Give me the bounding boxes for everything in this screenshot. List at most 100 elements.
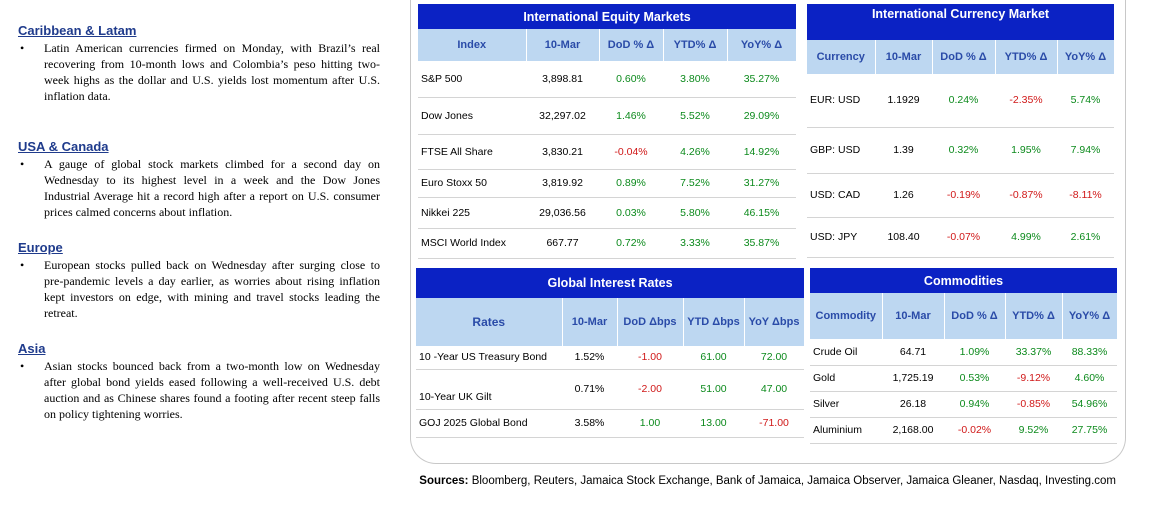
row-name: EUR: USD <box>807 74 875 128</box>
row-yoy: 27.75% <box>1062 417 1118 444</box>
news-section-europe: Europe • European stocks pulled back on … <box>18 239 380 321</box>
row-ytd: 5.52% <box>663 97 727 135</box>
news-title[interactable]: Caribbean & Latam <box>18 23 137 38</box>
row-ytd: -0.87% <box>995 173 1057 218</box>
sources-text: Bloomberg, Reuters, Jamaica Stock Exchan… <box>468 475 1116 487</box>
row-name: GOJ 2025 Global Bond <box>416 409 562 438</box>
row-yoy: 35.87% <box>727 228 797 259</box>
column-header: YoY% Δ <box>1062 293 1118 339</box>
row-yoy: 54.96% <box>1062 391 1118 418</box>
table-row: 10-Year UK Gilt 0.71% -2.00 51.00 47.00 <box>416 369 805 410</box>
row-dod: 0.60% <box>599 61 663 98</box>
row-value: 2,168.00 <box>882 417 944 444</box>
market-panel-frame <box>410 0 1126 464</box>
news-section-caribbean-latam: Caribbean & Latam • Latin American curre… <box>18 22 380 104</box>
column-header: YTD% Δ <box>663 29 728 61</box>
row-yoy: 4.60% <box>1062 365 1118 392</box>
row-yoy: 47.00 <box>744 369 805 410</box>
row-ytd: 13.00 <box>683 409 744 438</box>
row-value: 1.52% <box>562 346 617 370</box>
table-title: Global Interest Rates <box>416 268 805 298</box>
row-dod: -2.00 <box>617 369 683 410</box>
row-dod: -0.02% <box>944 417 1005 444</box>
news-item: • Asian stocks bounced back from a two-m… <box>18 358 380 422</box>
column-header: YoY% Δ <box>727 29 797 61</box>
row-value: 3,819.92 <box>526 169 599 198</box>
news-section-usa-canada: USA & Canada • A gauge of global stock m… <box>18 138 380 220</box>
row-value: 29,036.56 <box>526 197 599 229</box>
table-title: International Equity Markets <box>418 4 797 29</box>
table-row: Gold 1,725.19 0.53% -9.12% 4.60% <box>810 365 1118 392</box>
row-dod: 0.94% <box>944 391 1005 418</box>
row-yoy: 88.33% <box>1062 339 1118 366</box>
table-row: Silver 26.18 0.94% -0.85% 54.96% <box>810 391 1118 418</box>
row-ytd: 4.99% <box>995 217 1057 258</box>
table-row: S&P 500 3,898.81 0.60% 3.80% 35.27% <box>418 61 797 98</box>
row-dod: 0.32% <box>932 127 995 174</box>
row-dod: 1.46% <box>599 97 663 135</box>
bullet-icon: • <box>20 157 25 171</box>
row-ytd: 51.00 <box>683 369 744 410</box>
row-ytd: 61.00 <box>683 346 744 370</box>
row-dod: 1.09% <box>944 339 1005 366</box>
row-name: Crude Oil <box>810 339 882 366</box>
table-title: International Currency Market <box>807 4 1115 40</box>
table-row: GBP: USD 1.39 0.32% 1.95% 7.94% <box>807 127 1115 174</box>
row-value: 1.39 <box>875 127 932 174</box>
sources-footnote: Sources: Bloomberg, Reuters, Jamaica Sto… <box>0 475 1116 487</box>
row-ytd: 5.80% <box>663 197 727 229</box>
column-header: Currency <box>807 40 876 74</box>
row-ytd: 3.33% <box>663 228 727 259</box>
column-header: Commodity <box>810 293 883 339</box>
row-yoy: 14.92% <box>727 134 797 170</box>
table-title: Commodities <box>810 268 1118 293</box>
row-ytd: -2.35% <box>995 74 1057 128</box>
news-item: • A gauge of global stock markets climbe… <box>18 156 380 220</box>
table-row: FTSE All Share 3,830.21 -0.04% 4.26% 14.… <box>418 134 797 170</box>
bullet-icon: • <box>20 359 25 373</box>
news-title[interactable]: Europe <box>18 240 63 255</box>
row-ytd: 1.95% <box>995 127 1057 174</box>
news-text: Latin American currencies firmed on Mond… <box>44 41 380 103</box>
row-value: 64.71 <box>882 339 944 366</box>
row-dod: -0.19% <box>932 173 995 218</box>
row-name: Nikkei 225 <box>418 197 526 229</box>
row-name: Dow Jones <box>418 97 526 135</box>
news-title[interactable]: Asia <box>18 341 46 356</box>
column-header: DoD Δbps <box>617 298 684 346</box>
row-yoy: -71.00 <box>744 409 805 438</box>
row-value: 667.77 <box>526 228 599 259</box>
row-dod: 0.72% <box>599 228 663 259</box>
row-name: 10-Year UK Gilt <box>416 369 562 410</box>
commodities-table: Commodities Commodity 10-Mar DoD % Δ YTD… <box>810 268 1118 444</box>
row-value: 3.58% <box>562 409 617 438</box>
column-header: DoD % Δ <box>932 40 996 74</box>
news-title[interactable]: USA & Canada <box>18 139 109 154</box>
row-yoy: 29.09% <box>727 97 797 135</box>
row-dod: -1.00 <box>617 346 683 370</box>
column-header: YoY% Δ <box>1057 40 1115 74</box>
column-header: YTD% Δ <box>1005 293 1063 339</box>
table-row: USD: CAD 1.26 -0.19% -0.87% -8.11% <box>807 173 1115 218</box>
row-yoy: 31.27% <box>727 169 797 198</box>
row-yoy: 2.61% <box>1057 217 1115 258</box>
row-dod: 0.89% <box>599 169 663 198</box>
currency-market-table: International Currency Market Currency 1… <box>807 4 1115 258</box>
news-text: European stocks pulled back on Wednesday… <box>44 258 380 320</box>
row-value: 32,297.02 <box>526 97 599 135</box>
row-ytd: -0.85% <box>1005 391 1062 418</box>
row-value: 1.1929 <box>875 74 932 128</box>
interest-rates-table: Global Interest Rates Rates 10-Mar DoD Δ… <box>416 268 805 438</box>
table-row: USD: JPY 108.40 -0.07% 4.99% 2.61% <box>807 217 1115 258</box>
row-name: Gold <box>810 365 882 392</box>
news-section-asia: Asia • Asian stocks bounced back from a … <box>18 340 380 422</box>
row-dod: 0.24% <box>932 74 995 128</box>
row-yoy: 72.00 <box>744 346 805 370</box>
row-name: S&P 500 <box>418 61 526 98</box>
row-dod: 0.03% <box>599 197 663 229</box>
row-yoy: -8.11% <box>1057 173 1115 218</box>
table-row: MSCI World Index 667.77 0.72% 3.33% 35.8… <box>418 228 797 259</box>
row-name: GBP: USD <box>807 127 875 174</box>
column-header: Index <box>418 29 527 61</box>
row-name: Aluminium <box>810 417 882 444</box>
